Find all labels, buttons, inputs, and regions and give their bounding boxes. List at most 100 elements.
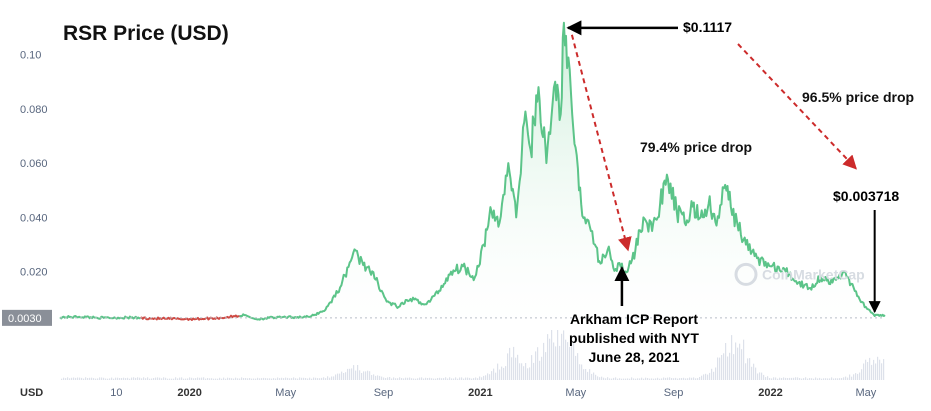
price-area xyxy=(60,22,885,327)
volume-bar xyxy=(389,377,391,380)
volume-bar xyxy=(735,342,737,380)
volume-bar xyxy=(759,372,761,380)
volume-bar xyxy=(97,378,99,380)
volume-bar xyxy=(603,377,605,380)
volume-bar xyxy=(129,378,131,380)
volume-bar xyxy=(359,370,361,380)
volume-bar xyxy=(667,377,669,380)
volume-bar xyxy=(811,378,813,380)
volume-bar xyxy=(181,377,183,380)
volume-bar xyxy=(865,359,867,380)
volume-bar xyxy=(561,333,563,380)
volume-bar xyxy=(477,378,479,380)
volume-bar xyxy=(411,378,413,380)
annotation-drop2: 96.5% price drop xyxy=(802,89,914,105)
volume-bar xyxy=(247,378,249,380)
volume-bar xyxy=(573,341,575,380)
volume-bar xyxy=(195,378,197,380)
volume-bar xyxy=(849,374,851,380)
volume-bar xyxy=(557,330,559,380)
volume-bar xyxy=(355,370,357,380)
volume-bar xyxy=(627,378,629,380)
volume-bar xyxy=(587,371,589,380)
volume-bar xyxy=(169,378,171,380)
volume-bar xyxy=(265,378,267,380)
volume-bar xyxy=(315,377,317,380)
volume-bar xyxy=(813,378,815,380)
volume-bar xyxy=(475,377,477,380)
x-tick-label: May xyxy=(275,387,296,399)
volume-bar xyxy=(797,377,799,380)
volume-bar xyxy=(123,377,125,380)
volume-bar xyxy=(325,378,327,380)
volume-bar xyxy=(225,378,227,380)
volume-bar xyxy=(655,378,657,380)
volume-bar xyxy=(809,378,811,380)
volume-bar xyxy=(845,376,847,380)
volume-bar xyxy=(263,377,265,380)
volume-bar xyxy=(539,360,541,380)
volume-bar xyxy=(719,357,721,380)
volume-bar xyxy=(429,377,431,380)
volume-bar xyxy=(649,378,651,380)
volume-bar xyxy=(507,353,509,380)
volume-bar xyxy=(817,378,819,380)
volume-bar xyxy=(75,377,77,380)
volume-bar xyxy=(413,378,415,380)
volume-bar xyxy=(837,378,839,380)
volume-bar xyxy=(381,376,383,380)
price-line-segment-down xyxy=(140,314,240,321)
volume-bar xyxy=(749,358,751,380)
volume-bar xyxy=(405,377,407,380)
volume-bar xyxy=(161,378,163,380)
volume-bar xyxy=(569,346,571,380)
volume-bar xyxy=(145,378,147,380)
volume-bar xyxy=(183,378,185,380)
volume-bar xyxy=(751,366,753,380)
volume-bar xyxy=(827,378,829,380)
volume-bar xyxy=(149,378,151,380)
volume-bar xyxy=(555,346,557,380)
volume-bar xyxy=(163,377,165,380)
volume-bar xyxy=(675,377,677,380)
volume-bar xyxy=(493,368,495,380)
drop2-arrow xyxy=(737,43,857,170)
volume-bar xyxy=(463,378,465,380)
volume-bar xyxy=(71,377,73,380)
volume-bar xyxy=(789,377,791,380)
volume-bar xyxy=(663,377,665,380)
volume-bar xyxy=(713,371,715,380)
volume-bar xyxy=(409,377,411,380)
volume-bar xyxy=(787,378,789,380)
volume-bar xyxy=(593,372,595,380)
volume-bar xyxy=(733,354,735,380)
volume-bar xyxy=(795,377,797,380)
volume-bar xyxy=(503,367,505,380)
volume-bar xyxy=(879,359,881,380)
price-line-segment-1 xyxy=(59,315,141,320)
chart-title: RSR Price (USD) xyxy=(63,22,229,45)
volume-bar xyxy=(491,371,493,380)
price-area-fill xyxy=(60,22,885,327)
volume-bar xyxy=(233,378,235,380)
volume-bar xyxy=(199,377,201,380)
volume-bar xyxy=(431,378,433,380)
volume-bar xyxy=(855,373,857,380)
volume-bar xyxy=(261,378,263,380)
volume-bar xyxy=(541,356,543,380)
volume-bar xyxy=(703,374,705,380)
volume-bar xyxy=(143,377,145,380)
volume-bar xyxy=(419,377,421,380)
volume-bar xyxy=(379,375,381,380)
volume-bar xyxy=(269,378,271,380)
volume-bar xyxy=(397,378,399,380)
y-tick-label: 0.10 xyxy=(20,50,41,62)
volume-bar xyxy=(793,377,795,380)
volume-bar xyxy=(775,377,777,380)
volume-bar xyxy=(177,378,179,380)
volume-bar xyxy=(543,342,545,380)
volume-bar xyxy=(275,378,277,380)
volume-bar xyxy=(631,377,633,380)
volume-bar xyxy=(761,372,763,380)
volume-bar xyxy=(307,378,309,380)
